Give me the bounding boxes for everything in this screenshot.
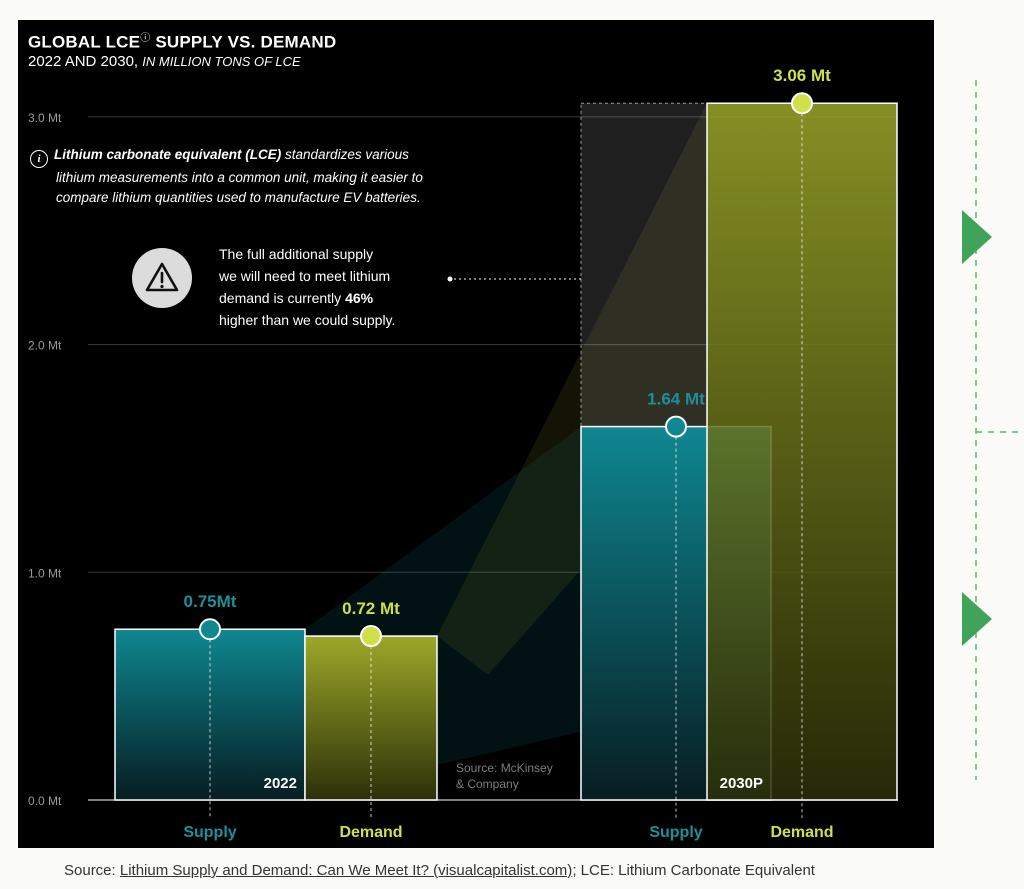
supply-value-label: 0.75Mt	[184, 592, 237, 611]
inner-source-note: Source: McKinsey & Company	[456, 761, 553, 791]
warning-icon	[132, 248, 192, 308]
demand-value-label: 3.06 Mt	[773, 66, 831, 85]
y-tick-label: 0.0 Mt	[28, 794, 62, 808]
callout-dot	[447, 276, 453, 282]
arrow-right-icon	[962, 210, 992, 264]
chart-panel: 0.0 Mt 1.0 Mt 2.0 Mt 3.0 Mt 0.75Mt Supply 0.72…	[18, 20, 934, 848]
y-tick-label: 1.0 Mt	[28, 566, 62, 580]
y-tick-label: 2.0 Mt	[28, 339, 62, 353]
demand-marker	[360, 625, 382, 648]
x-axis-label: Supply	[649, 824, 702, 841]
x-axis-label: Demand	[770, 824, 833, 841]
y-tick-label: 3.0 Mt	[28, 111, 62, 125]
x-axis-label: Supply	[183, 824, 236, 841]
chart-title: GLOBAL LCEⓘ SUPPLY VS. DEMAND	[28, 32, 337, 52]
demand-marker	[791, 92, 813, 115]
x-axis-label: Demand	[339, 824, 402, 841]
supply-marker	[665, 415, 687, 438]
supply-marker	[199, 618, 221, 641]
footer-source: Source: Lithium Supply and Demand: Can W…	[64, 862, 815, 879]
year-label: 2022	[264, 775, 297, 792]
shortfall-outline	[580, 102, 708, 428]
demand-growth-beam	[437, 103, 707, 675]
supply-value-label: 1.64 Mt	[647, 390, 705, 409]
source-link[interactable]: Lithium Supply and Demand: Can We Meet I…	[119, 862, 573, 879]
decorative-flow-graphic	[962, 80, 1024, 780]
year-label: 2030P	[720, 775, 763, 792]
arrow-right-icon	[962, 592, 992, 646]
chart-subtitle: 2022 AND 2030, IN MILLION TONS OF LCE	[28, 53, 301, 70]
chart-svg: 0.0 Mt 1.0 Mt 2.0 Mt 3.0 Mt 0.75Mt Supply 0.72…	[28, 66, 898, 841]
demand-value-label: 0.72 Mt	[342, 599, 400, 618]
info-icon: i	[30, 150, 48, 168]
lce-definition-note: i Lithium carbonate equivalent (LCE) stan…	[30, 145, 500, 208]
shortfall-callout: The full additional supply we will need …	[219, 246, 396, 328]
